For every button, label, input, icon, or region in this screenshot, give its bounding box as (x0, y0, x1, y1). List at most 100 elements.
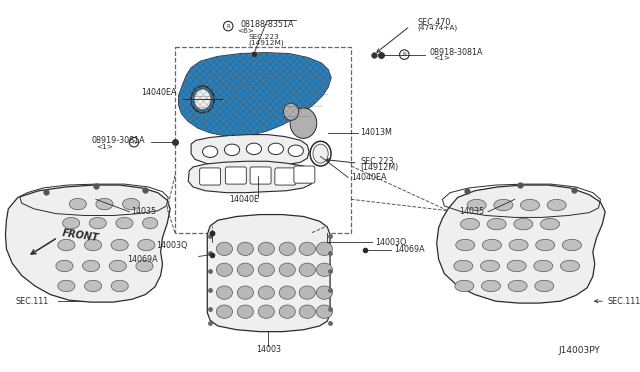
Text: FRONT: FRONT (61, 228, 100, 243)
Text: 14003Q: 14003Q (375, 238, 406, 247)
Ellipse shape (279, 263, 295, 276)
Ellipse shape (63, 217, 80, 229)
Ellipse shape (509, 239, 528, 251)
FancyBboxPatch shape (275, 168, 296, 185)
Ellipse shape (455, 280, 474, 292)
Ellipse shape (316, 286, 332, 299)
Ellipse shape (237, 286, 253, 299)
Ellipse shape (299, 286, 316, 299)
Ellipse shape (456, 239, 475, 251)
Ellipse shape (111, 280, 128, 292)
Text: SEC.470: SEC.470 (418, 18, 451, 27)
Ellipse shape (467, 199, 486, 211)
FancyBboxPatch shape (294, 166, 315, 183)
Ellipse shape (84, 239, 102, 251)
Text: <1>: <1> (433, 55, 450, 61)
FancyBboxPatch shape (200, 168, 221, 185)
Ellipse shape (116, 217, 133, 229)
Ellipse shape (313, 144, 328, 163)
FancyBboxPatch shape (225, 167, 246, 184)
Text: (47474+A): (47474+A) (418, 25, 458, 31)
Ellipse shape (194, 89, 211, 110)
Ellipse shape (84, 280, 102, 292)
Ellipse shape (288, 145, 303, 157)
Text: 14003Q: 14003Q (156, 241, 188, 250)
Ellipse shape (299, 305, 316, 318)
Polygon shape (436, 185, 605, 303)
Ellipse shape (143, 217, 158, 229)
Text: SEC.223: SEC.223 (248, 33, 279, 39)
Text: 14069A: 14069A (127, 255, 158, 264)
Ellipse shape (461, 218, 479, 230)
Polygon shape (179, 53, 331, 137)
Text: 14040E: 14040E (229, 195, 259, 204)
Ellipse shape (316, 305, 332, 318)
Text: R: R (227, 23, 230, 29)
Text: <6>: <6> (237, 28, 253, 34)
Ellipse shape (284, 103, 299, 120)
Ellipse shape (225, 144, 239, 155)
Text: 14013M: 14013M (360, 128, 392, 137)
Text: 14035: 14035 (131, 207, 156, 216)
Text: 08918-3081A: 08918-3081A (429, 48, 483, 57)
Ellipse shape (83, 260, 100, 272)
Ellipse shape (258, 286, 275, 299)
Polygon shape (207, 215, 330, 332)
Ellipse shape (138, 239, 155, 251)
Ellipse shape (535, 280, 554, 292)
Ellipse shape (216, 242, 232, 256)
Ellipse shape (514, 218, 533, 230)
Ellipse shape (136, 260, 153, 272)
Ellipse shape (534, 260, 553, 272)
Ellipse shape (237, 305, 253, 318)
Ellipse shape (109, 260, 126, 272)
Ellipse shape (494, 199, 513, 211)
Ellipse shape (316, 263, 332, 276)
Ellipse shape (507, 260, 526, 272)
Ellipse shape (56, 260, 73, 272)
Ellipse shape (58, 239, 75, 251)
Ellipse shape (216, 305, 232, 318)
Ellipse shape (258, 305, 275, 318)
Ellipse shape (561, 260, 579, 272)
Ellipse shape (237, 242, 253, 256)
Ellipse shape (216, 286, 232, 299)
Ellipse shape (316, 242, 332, 256)
Ellipse shape (563, 239, 581, 251)
Ellipse shape (69, 198, 86, 210)
Text: SEC.223: SEC.223 (360, 157, 394, 166)
Ellipse shape (279, 305, 295, 318)
Ellipse shape (268, 143, 284, 155)
Ellipse shape (111, 239, 128, 251)
Text: 14040EA: 14040EA (351, 173, 387, 182)
Ellipse shape (96, 198, 113, 210)
Text: 14069A: 14069A (394, 245, 424, 254)
Ellipse shape (536, 239, 555, 251)
Polygon shape (191, 135, 309, 167)
Ellipse shape (483, 239, 501, 251)
Ellipse shape (508, 280, 527, 292)
Text: J14003PY: J14003PY (559, 346, 600, 355)
Polygon shape (6, 185, 170, 302)
Text: SEC.111: SEC.111 (607, 297, 640, 306)
Text: 08919-3081A: 08919-3081A (91, 136, 145, 145)
Ellipse shape (237, 263, 253, 276)
Text: SEC.111: SEC.111 (15, 297, 48, 306)
Ellipse shape (216, 263, 232, 276)
Ellipse shape (487, 218, 506, 230)
Text: 14035: 14035 (459, 207, 484, 216)
Ellipse shape (290, 108, 317, 138)
Ellipse shape (481, 280, 500, 292)
Ellipse shape (258, 242, 275, 256)
Ellipse shape (279, 286, 295, 299)
FancyBboxPatch shape (250, 167, 271, 184)
Polygon shape (188, 161, 313, 193)
Ellipse shape (122, 198, 140, 210)
Ellipse shape (299, 263, 316, 276)
Ellipse shape (89, 217, 106, 229)
Ellipse shape (299, 242, 316, 256)
Text: 14040EA: 14040EA (141, 88, 177, 97)
Ellipse shape (520, 199, 540, 211)
Polygon shape (179, 53, 331, 137)
Text: (14912M): (14912M) (360, 163, 399, 172)
